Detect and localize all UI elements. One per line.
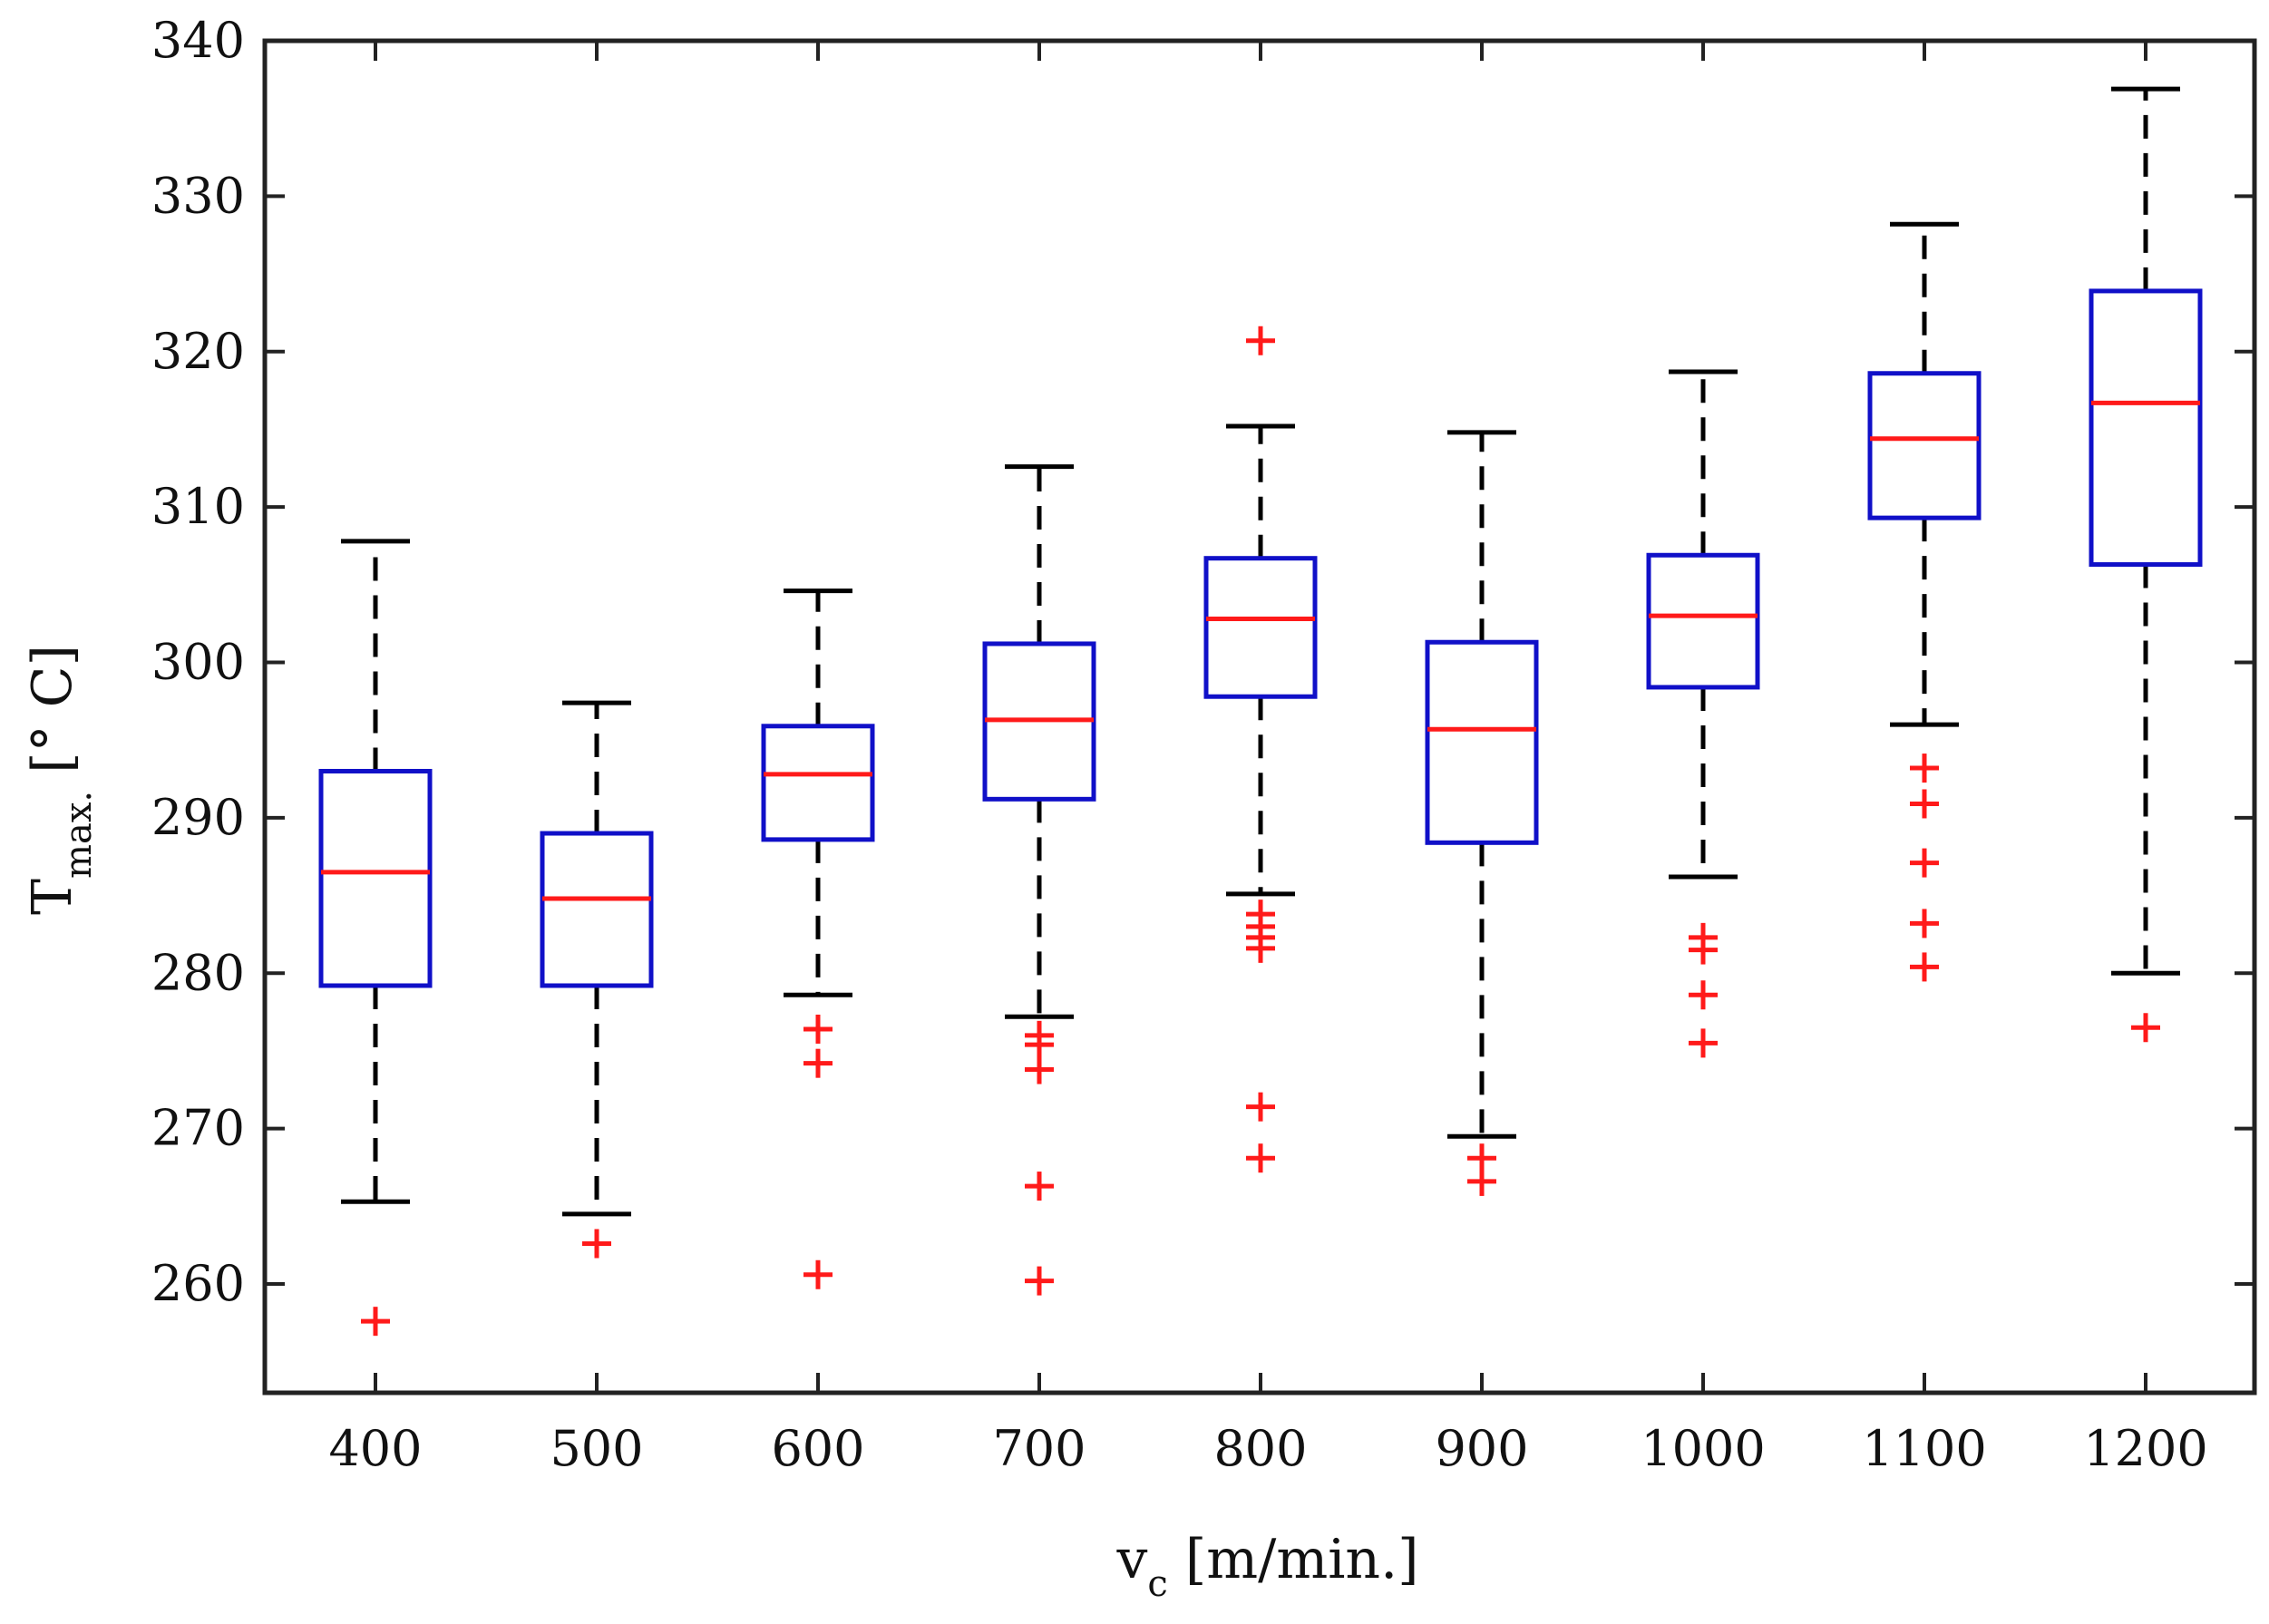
- box-iqr: [318, 768, 433, 988]
- box-group-1200: [2089, 86, 2203, 1043]
- y-tick-label: 290: [151, 789, 245, 846]
- y-tick-label: 310: [151, 478, 245, 535]
- x-tick-label: 900: [1435, 1420, 1528, 1477]
- x-tick-label: 500: [550, 1420, 643, 1477]
- x-tick-label: 1200: [2083, 1420, 2207, 1477]
- outlier-marker: [1689, 980, 1718, 1010]
- x-tick-label: 1000: [1641, 1420, 1765, 1477]
- outlier-marker: [1246, 933, 1275, 963]
- x-axis-label: vc [m/min.]: [1115, 1528, 1418, 1605]
- box-group-1000: [1646, 369, 1760, 1058]
- y-tick-label: 270: [151, 1100, 245, 1157]
- box-iqr: [1425, 639, 1539, 845]
- y-tick-label: 320: [151, 323, 245, 380]
- outlier-marker: [803, 1014, 833, 1044]
- y-tick-label: 260: [151, 1255, 245, 1312]
- outlier-marker: [2131, 1013, 2160, 1043]
- outlier-marker: [1689, 1028, 1718, 1058]
- box-group-700: [982, 464, 1096, 1296]
- outlier-marker: [1910, 754, 1939, 783]
- outlier-marker: [1910, 848, 1939, 878]
- box-group-1100: [1867, 221, 1982, 982]
- y-axis-label-sub: max.: [58, 791, 100, 879]
- box-iqr: [2089, 288, 2203, 568]
- box-group-400: [318, 539, 433, 1337]
- x-tick-label: 400: [328, 1420, 422, 1477]
- outlier-marker: [1246, 1092, 1275, 1122]
- outlier-marker: [361, 1307, 390, 1337]
- outlier-marker: [1689, 935, 1718, 965]
- y-tick-label: 330: [151, 167, 245, 224]
- box-iqr: [1867, 371, 1982, 520]
- y-tick-label: 340: [151, 12, 245, 69]
- axes: 260 270 280 290 300 310 320 330 340 400 500 600 700 8…: [151, 12, 2257, 1477]
- outlier-marker: [582, 1229, 611, 1259]
- outlier-marker: [1246, 1143, 1275, 1173]
- box-iqr: [761, 724, 875, 842]
- x-tick-label: 1100: [1862, 1420, 1986, 1477]
- box-iqr: [540, 831, 654, 988]
- box-group-500: [540, 700, 654, 1259]
- box-iqr: [1203, 556, 1318, 699]
- outlier-marker: [803, 1048, 833, 1078]
- outlier-marker: [1025, 1030, 1054, 1060]
- x-axis-label-unit: [m/min.]: [1185, 1528, 1419, 1591]
- x-axis-label-sub: c: [1147, 1563, 1167, 1605]
- y-tick-label: 280: [151, 944, 245, 1001]
- outlier-marker: [1025, 1172, 1054, 1201]
- x-tick-label: 600: [771, 1420, 864, 1477]
- x-axis-label-main: v: [1115, 1528, 1147, 1591]
- box-iqr: [1646, 552, 1760, 690]
- outlier-marker: [1910, 952, 1939, 982]
- outlier-marker: [1467, 1166, 1496, 1196]
- box-group-600: [761, 588, 875, 1289]
- box-group-800: [1203, 326, 1318, 1173]
- plot-area: [318, 86, 2203, 1337]
- x-tick-label: 700: [992, 1420, 1086, 1477]
- y-axis-label-main: T: [21, 879, 84, 915]
- outlier-marker: [803, 1259, 833, 1289]
- outlier-marker: [1910, 909, 1939, 938]
- box-group-900: [1425, 430, 1539, 1196]
- x-tick-label: 800: [1213, 1420, 1307, 1477]
- y-tick-label: 300: [151, 634, 245, 691]
- outlier-marker: [1246, 326, 1275, 355]
- y-axis-label: Tmax. [° C]: [21, 645, 100, 915]
- outlier-marker: [1910, 789, 1939, 819]
- y-axis-label-unit: [° C]: [21, 645, 84, 773]
- outlier-marker: [1025, 1055, 1054, 1084]
- outlier-marker: [1025, 1266, 1054, 1296]
